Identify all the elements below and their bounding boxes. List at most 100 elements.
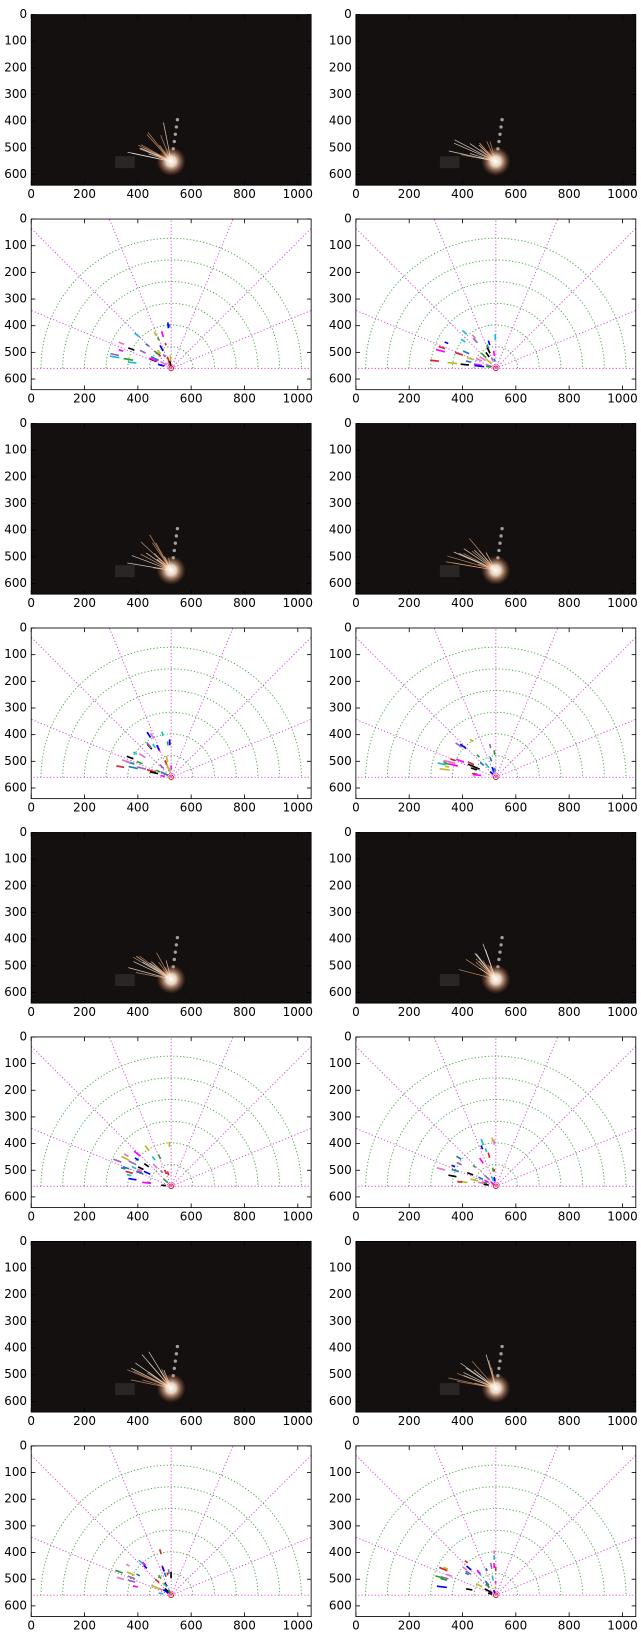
y-tick-label: 300 xyxy=(4,1518,27,1532)
smoke xyxy=(500,1344,504,1349)
track xyxy=(127,1575,136,1580)
track xyxy=(491,1575,495,1581)
track xyxy=(151,1155,156,1161)
x-tick-label: 0 xyxy=(27,1005,35,1019)
x-tick-label: 800 xyxy=(233,1005,256,1019)
y-tick-label: 600 xyxy=(4,1189,27,1203)
x-tick-label: 800 xyxy=(558,1414,581,1428)
track xyxy=(161,731,164,737)
origin-marker xyxy=(493,1592,499,1599)
panel: 0 200 400 600 800 1000 0 100 200 300 400 500 600 xyxy=(329,1029,638,1223)
y-tick-label: 500 xyxy=(329,958,352,972)
plot-area xyxy=(31,1445,312,1617)
range-arc xyxy=(105,1529,237,1596)
track xyxy=(485,358,493,365)
plot-area xyxy=(31,627,312,799)
smoke xyxy=(499,1352,503,1356)
track xyxy=(430,359,439,362)
panel: 0 200 400 600 800 1000 0 100 200 300 400 500 600 xyxy=(4,416,313,610)
track xyxy=(485,365,491,369)
track xyxy=(485,1567,488,1572)
x-tick-label: 200 xyxy=(398,801,421,815)
track xyxy=(163,1582,168,1588)
axes-frame xyxy=(30,14,312,186)
range-arc xyxy=(430,711,562,778)
panel: 0 200 400 600 800 1000 0 100 200 300 400 500 600 xyxy=(329,416,638,610)
y-tick-label: 400 xyxy=(4,523,27,537)
track xyxy=(167,1589,171,1594)
track xyxy=(491,1167,495,1172)
y-tick-label: 0 xyxy=(344,7,352,21)
y-tick-label: 500 xyxy=(4,1572,27,1586)
y-tick-label: 200 xyxy=(4,265,27,279)
y-tick-label: 300 xyxy=(4,496,27,510)
y-tick-label: 0 xyxy=(19,620,27,634)
x-tick-label: 800 xyxy=(558,1618,581,1632)
x-tick-label: 0 xyxy=(27,596,35,610)
x-tick-label: 800 xyxy=(233,1209,256,1223)
track xyxy=(439,767,450,771)
track xyxy=(437,762,446,766)
track xyxy=(473,363,482,367)
panel: 0 200 400 600 800 1000 0 100 200 300 400 500 600 xyxy=(329,212,638,406)
smoke xyxy=(175,1344,180,1349)
y-tick-label: 100 xyxy=(329,1465,352,1479)
plot-area xyxy=(355,14,636,186)
track xyxy=(149,732,155,739)
y-tick-label: 400 xyxy=(4,1545,27,1559)
track xyxy=(145,343,150,347)
x-tick-label: 800 xyxy=(233,596,256,610)
x-tick-label: 600 xyxy=(180,596,203,610)
axes-frame xyxy=(355,1036,637,1209)
track xyxy=(125,1563,131,1567)
origin-marker xyxy=(168,1183,174,1190)
x-tick-label: 1000 xyxy=(607,1005,637,1019)
y-tick-label: 500 xyxy=(329,1572,352,1586)
x-tick-label: 1000 xyxy=(607,392,637,406)
axes-frame xyxy=(30,1445,312,1617)
track xyxy=(480,1138,485,1146)
dark-patch xyxy=(115,565,135,578)
axes-frame xyxy=(30,1036,312,1209)
track xyxy=(146,741,152,749)
x-tick-label: 1000 xyxy=(283,1618,313,1632)
y-tick-label: 600 xyxy=(329,1598,352,1612)
y-tick-label: 0 xyxy=(19,1438,27,1452)
y-tick-label: 200 xyxy=(329,469,352,483)
track xyxy=(480,352,487,359)
track xyxy=(150,355,159,362)
y-tick-label: 200 xyxy=(4,878,27,892)
range-arc xyxy=(386,668,605,778)
track xyxy=(135,1170,144,1175)
axes-frame xyxy=(30,832,312,1004)
y-tick-label: 200 xyxy=(4,1083,27,1097)
track xyxy=(123,357,134,361)
x-tick-label: 0 xyxy=(27,1209,35,1223)
track xyxy=(128,765,138,770)
x-tick-label: 400 xyxy=(126,1618,149,1632)
y-tick-label: 0 xyxy=(19,1234,27,1248)
x-tick-label: 400 xyxy=(126,392,149,406)
glow xyxy=(481,555,511,585)
track xyxy=(443,762,450,766)
x-tick-label: 1000 xyxy=(283,1005,313,1019)
range-arc xyxy=(473,1573,519,1596)
track xyxy=(435,1575,444,1579)
y-tick-label: 400 xyxy=(329,932,352,946)
track xyxy=(149,357,158,363)
x-tick-label: 200 xyxy=(398,596,421,610)
track xyxy=(169,361,172,367)
track xyxy=(474,364,485,368)
range-arc xyxy=(473,346,519,369)
range-arc xyxy=(430,302,562,369)
x-tick-label: 600 xyxy=(180,801,203,815)
x-tick-label: 400 xyxy=(126,801,149,815)
track xyxy=(116,765,125,769)
smoke xyxy=(498,541,502,545)
x-tick-label: 0 xyxy=(352,187,360,201)
track xyxy=(138,753,146,759)
range-arc xyxy=(149,755,194,778)
y-tick-label: 600 xyxy=(329,1394,352,1408)
track xyxy=(166,1572,169,1576)
x-tick-label: 0 xyxy=(352,1414,360,1428)
